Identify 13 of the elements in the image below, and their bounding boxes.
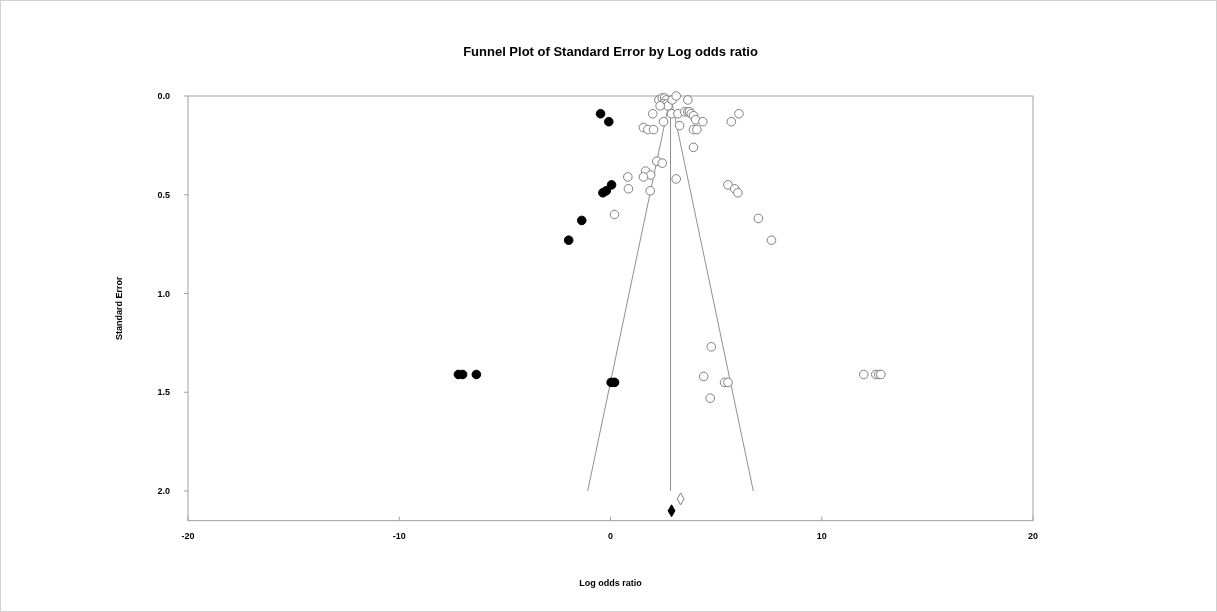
x-tick-label: -10 <box>392 530 406 541</box>
x-axis-title: Log odds ratio <box>579 578 643 588</box>
x-tick-label: 0 <box>607 530 614 541</box>
x-tick-label: -20 <box>181 530 195 541</box>
y-tick-label: 0.0 <box>157 91 170 101</box>
y-tick-label: 1.5 <box>157 387 170 398</box>
chart-title: Funnel Plot of Standard Error by Log odds ratio <box>463 44 758 59</box>
y-tick-label: 0.5 <box>157 189 170 200</box>
y-tick-label: 1.0 <box>157 288 170 299</box>
x-tick-label: 20 <box>1027 530 1039 541</box>
y-axis-title: Standard Error <box>114 276 124 341</box>
x-tick-label: 10 <box>816 530 827 541</box>
y-tick-label: 2.0 <box>157 486 170 496</box>
